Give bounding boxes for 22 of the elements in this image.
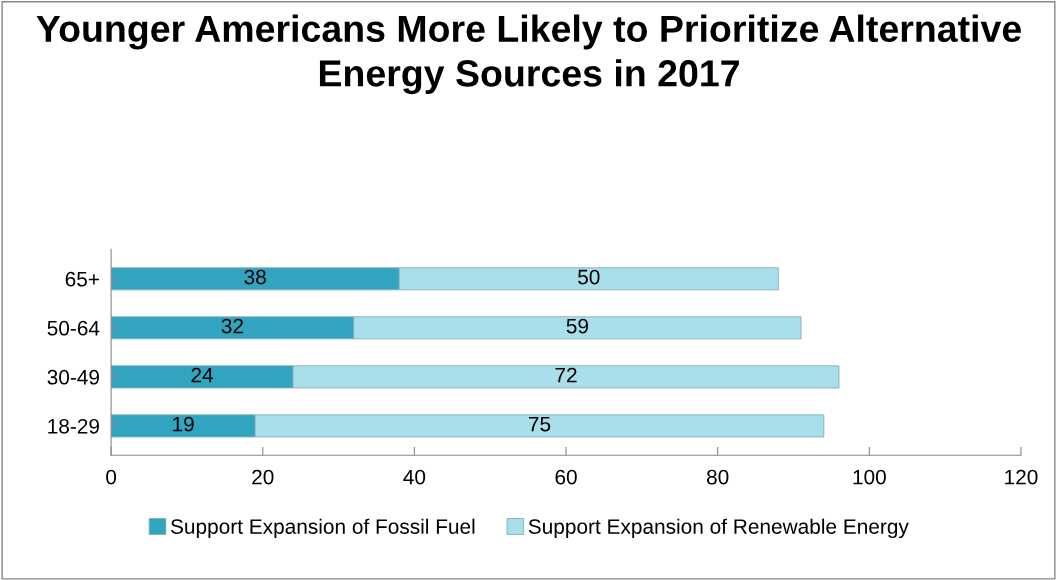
- x-tick-label: 80: [707, 469, 729, 485]
- y-tick-label: 18-29: [48, 418, 99, 434]
- x-tick-label: 60: [555, 469, 577, 485]
- x-tick-label: 120: [1005, 469, 1038, 485]
- y-tick-label: 65+: [65, 271, 99, 287]
- legend-label: Support Expansion of Renewable Energy: [528, 518, 909, 539]
- data-label: 75: [528, 416, 551, 432]
- y-tick-label: 50-64: [47, 320, 100, 336]
- data-label: 38: [244, 269, 266, 285]
- y-tick-label: 30-49: [47, 369, 99, 385]
- chart-title: Younger Americans More Likely to Prioritize Alternative Energy Sources in 2017: [36, 14, 1021, 95]
- legend-label: Support Expansion of Fossil Fuel: [170, 518, 475, 539]
- x-tick-label: 0: [106, 469, 117, 485]
- data-label: 50: [578, 269, 600, 285]
- data-label: 59: [566, 318, 588, 334]
- x-tick-label: 100: [853, 469, 886, 485]
- data-label: 24: [191, 367, 214, 383]
- x-tick-label: 20: [252, 469, 274, 485]
- x-tick-label: 40: [403, 469, 426, 485]
- data-label: 72: [555, 367, 577, 383]
- data-label: 32: [221, 318, 243, 334]
- data-label: 19: [173, 416, 194, 432]
